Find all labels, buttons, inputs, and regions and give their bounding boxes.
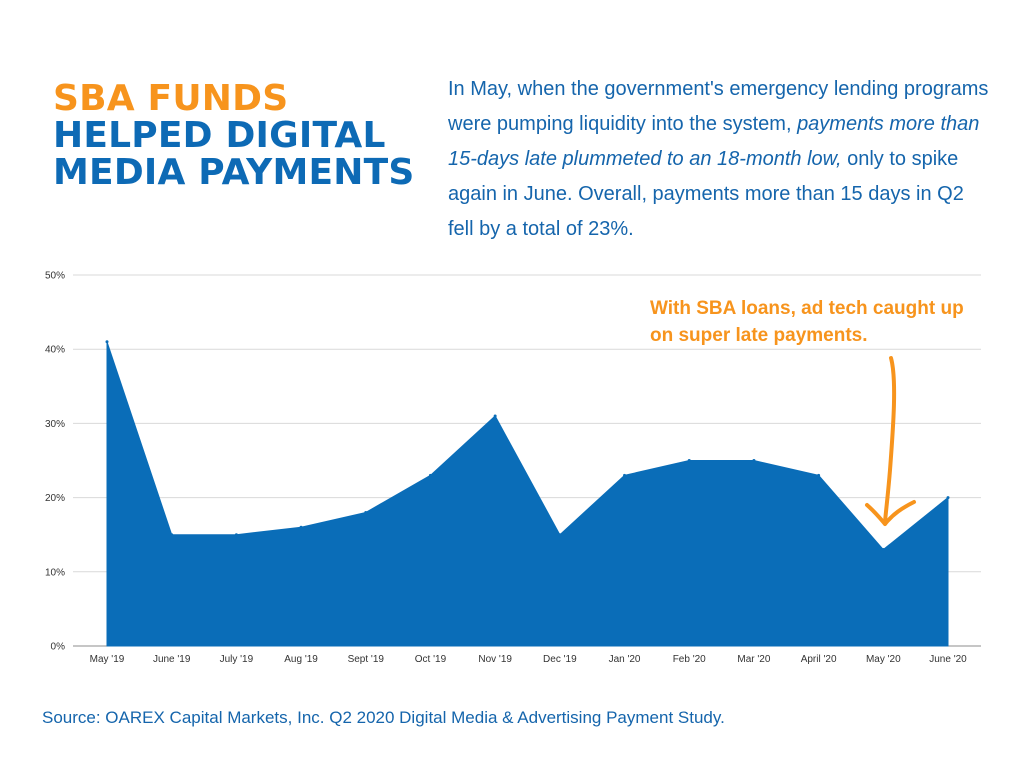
intro-emphasis: payments more than 15-days late plummete… [448, 113, 980, 170]
y-tick-label: 40% [45, 345, 65, 356]
x-tick-label: June '19 [153, 654, 191, 665]
x-tick-label: May '20 [866, 654, 901, 665]
x-tick-label: Oct '19 [415, 654, 447, 665]
data-point [170, 533, 174, 537]
callout-arrow [865, 356, 916, 526]
area-chart: 0% 10% 20% 30% 40% 50% May '19 June '19 July '1… [45, 271, 981, 665]
data-point [881, 548, 885, 552]
data-point [493, 414, 497, 418]
x-tick-label: Mar '20 [737, 654, 770, 665]
data-point [558, 533, 562, 537]
arrow-head-right [883, 500, 916, 526]
y-tick-label: 50% [45, 271, 65, 282]
data-point [105, 340, 109, 344]
x-axis-ticks: May '19 June '19 July '19 Aug '19 Sept '19 Oc… [90, 654, 968, 665]
x-tick-label: June '20 [929, 654, 967, 665]
data-point [752, 459, 756, 462]
x-tick-label: Nov '19 [478, 654, 512, 665]
y-tick-label: 20% [45, 493, 65, 504]
x-tick-label: April '20 [801, 654, 837, 665]
data-point [428, 473, 432, 477]
data-point [364, 510, 368, 514]
y-tick-label: 30% [45, 419, 65, 430]
x-tick-label: Aug '19 [284, 654, 318, 665]
intro-text-1: In May, when the government's emergency … [448, 78, 989, 135]
data-point [299, 525, 303, 529]
source-note: Source: OAREX Capital Markets, Inc. Q2 2… [42, 708, 725, 727]
y-tick-label: 0% [51, 642, 66, 653]
data-point [817, 473, 821, 477]
title-line-3: MEDIA PAYMENTS [53, 152, 415, 193]
title-line-1: SBA FUNDS [53, 78, 289, 119]
intro-paragraph: In May, when the government's emergency … [448, 72, 993, 247]
data-point [234, 533, 238, 537]
y-tick-label: 10% [45, 567, 65, 578]
arrow-head-left [865, 503, 887, 526]
x-tick-label: Feb '20 [673, 654, 706, 665]
data-point [623, 473, 627, 477]
x-tick-label: Dec '19 [543, 654, 577, 665]
x-tick-label: May '19 [90, 654, 125, 665]
data-point [946, 496, 950, 500]
x-tick-label: Sept '19 [348, 654, 385, 665]
title-line-2: HELPED DIGITAL [53, 115, 386, 156]
area-series [105, 340, 950, 647]
x-tick-label: July '19 [220, 654, 254, 665]
data-point [687, 459, 691, 462]
page-title: SBA FUNDS HELPED DIGITAL MEDIA PAYMENTS [53, 80, 433, 191]
arrow-shaft [883, 356, 897, 524]
x-tick-label: Jan '20 [609, 654, 641, 665]
y-axis-ticks: 0% 10% 20% 30% 40% 50% [45, 271, 65, 653]
intro-text-2: only to spike again in June. Overall, pa… [448, 148, 964, 240]
chart-annotation: With SBA loans, ad tech caught up on sup… [650, 298, 964, 346]
area-fill [106, 341, 949, 647]
